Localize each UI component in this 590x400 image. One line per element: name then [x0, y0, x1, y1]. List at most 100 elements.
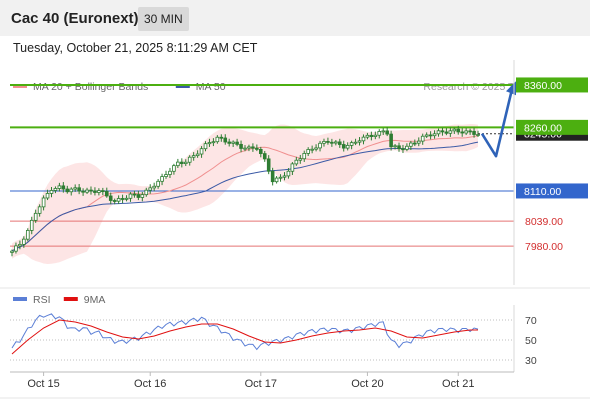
candle-body [369, 134, 374, 137]
candle-body [148, 187, 153, 191]
candle-body [334, 141, 338, 144]
candle-body [223, 137, 228, 143]
candle-body [53, 188, 58, 191]
candle-body [10, 250, 14, 253]
candle-body [290, 163, 295, 172]
x-tick-label: Oct 21 [442, 378, 474, 390]
candle-body [176, 161, 180, 167]
candle-body [397, 145, 401, 150]
candle-body [81, 190, 85, 193]
candle-body [85, 189, 89, 193]
interval-button[interactable]: 30 MIN [138, 7, 189, 31]
candle-body [37, 206, 42, 214]
candle-body [298, 158, 303, 161]
candle-body [341, 144, 346, 149]
candle-body [413, 142, 417, 145]
candle-body [144, 189, 149, 196]
candle-body [436, 130, 441, 135]
chart-header [0, 0, 590, 36]
candle-body [108, 195, 113, 201]
candle-body [464, 130, 468, 134]
candle-body [164, 174, 168, 177]
rsi-tick-label: 70 [525, 315, 537, 327]
candle-body [207, 142, 212, 145]
candle-body [294, 159, 299, 165]
legend-swatch [13, 84, 27, 88]
rsi-tick-label: 50 [525, 335, 537, 347]
x-tick-label: Oct 17 [245, 378, 277, 390]
candle-body [251, 146, 255, 149]
candle-body [243, 147, 247, 150]
legend-entry: 9MA [84, 294, 106, 306]
candle-body [456, 128, 461, 133]
candle-body [187, 156, 192, 163]
x-tick-label: Oct 16 [134, 378, 166, 390]
bollinger-band [12, 124, 478, 264]
candle-body [104, 191, 109, 197]
candle-body [183, 161, 188, 165]
candle-body [231, 141, 235, 144]
candle-body [428, 134, 433, 137]
candle-body [409, 142, 413, 147]
candle-body [180, 161, 184, 165]
candle-body [416, 140, 421, 144]
candle-body [61, 185, 66, 190]
candle-body [306, 149, 310, 154]
candle-body [199, 148, 204, 155]
candle-body [29, 219, 34, 231]
candle-body [405, 145, 409, 150]
candle-body [318, 142, 322, 149]
candle-body [444, 131, 449, 134]
candle-body [385, 130, 389, 135]
candle-body [57, 185, 62, 189]
candle-body [77, 187, 81, 192]
rsi-line [11, 313, 479, 351]
candle-body [432, 133, 437, 137]
candle-body [314, 147, 318, 150]
rsi-ma-line [11, 319, 478, 355]
candle-body [89, 189, 93, 192]
candle-body [120, 198, 125, 200]
candle-body [282, 175, 287, 178]
candle-body [377, 131, 382, 136]
candle-body [424, 134, 429, 137]
candle-body [93, 190, 97, 193]
candle-body [349, 142, 354, 146]
candle-body [14, 245, 18, 252]
candle-body [45, 193, 50, 199]
candle-body [97, 190, 101, 193]
candle-body [219, 136, 224, 139]
candle-body [330, 141, 334, 144]
candle-body [124, 197, 129, 200]
candle-body [73, 187, 77, 190]
legend-swatch [63, 297, 78, 301]
candle-body [262, 153, 267, 160]
candle-body [227, 141, 232, 144]
candle-body [361, 136, 366, 142]
candle-body [41, 197, 46, 208]
level-label: 8039.00 [525, 216, 563, 228]
x-tick-label: Oct 20 [351, 378, 383, 390]
candle-body [326, 141, 330, 143]
candle-body [286, 170, 291, 177]
candle-body [270, 170, 275, 183]
candle-body [353, 141, 358, 144]
candle-body [472, 130, 476, 135]
level-badge [516, 77, 588, 93]
legend-entry: MA 20 + Bollinger Bands [33, 81, 148, 93]
candle-body [460, 131, 465, 134]
candle-body [255, 147, 259, 150]
candle-body [468, 130, 472, 133]
chart-datetime: Tuesday, October 21, 2025 8:11:29 AM CET [13, 41, 258, 55]
candle-body [191, 155, 196, 158]
candle-body [337, 141, 342, 145]
candle-body [136, 194, 141, 198]
candle-body [401, 148, 405, 151]
candle-body [25, 230, 30, 240]
candle-body [247, 146, 251, 149]
candle-body [258, 148, 263, 154]
candle-body [132, 193, 137, 196]
candle-body [357, 140, 362, 143]
legend-swatch [175, 84, 190, 88]
legend-swatch [13, 297, 27, 301]
